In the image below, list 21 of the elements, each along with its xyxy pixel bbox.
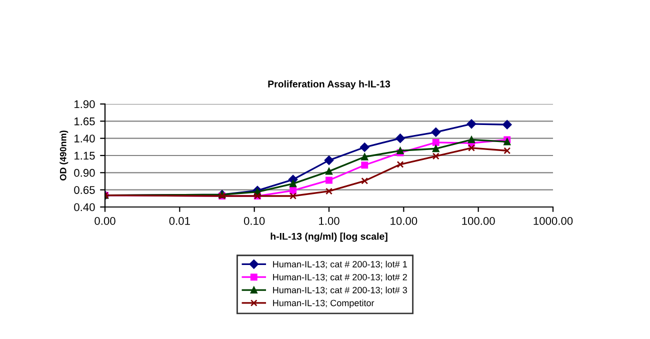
y-tick-label: 1.40 — [74, 134, 95, 142]
legend-label: Human-IL-13; cat # 200-13; lot# 3 — [273, 286, 407, 294]
y-tick-label: 1.65 — [74, 117, 95, 126]
x-tick-label: 1.00 — [319, 217, 340, 225]
y-axis-title: OD (490nm) — [60, 130, 68, 180]
x-tick-label: 0.10 — [244, 217, 265, 225]
y-tick-label: 0.40 — [74, 203, 95, 212]
x-tick-label: 0.00 — [94, 217, 116, 225]
chart-title: Proliferation Assay h-IL-13 — [268, 80, 390, 90]
legend-label: Human-IL-13; cat # 200-13; lot# 2 — [273, 274, 407, 282]
legend-label: Human-IL-13; cat # 200-13; lot# 1 — [273, 260, 407, 268]
x-axis-title: h-IL-13 (ng/ml) [log scale] — [270, 232, 388, 242]
y-tick-label: 0.90 — [74, 168, 95, 177]
x-tick-label: 1000.00 — [534, 217, 573, 225]
y-tick-label: 1.90 — [74, 100, 95, 108]
x-tick-label: 0.01 — [169, 217, 190, 225]
x-tick-label: 10.00 — [390, 217, 418, 225]
legend-label: Human-IL-13; Competitor — [273, 300, 374, 308]
x-tick-label: 100.00 — [462, 217, 495, 225]
y-tick-label: 1.15 — [74, 152, 95, 160]
y-tick-label: 0.65 — [74, 186, 95, 194]
